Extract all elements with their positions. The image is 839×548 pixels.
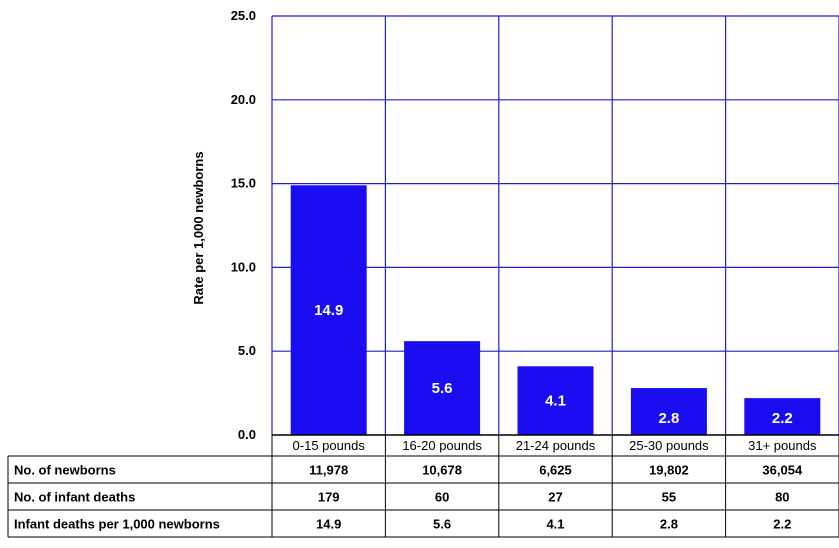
table-cell: 179 [318,490,340,505]
table-row-label: No. of infant deaths [14,490,135,505]
table-cell: 55 [662,490,676,505]
x-tick-label: 25-30 pounds [629,438,709,453]
x-tick-label: 0-15 pounds [293,438,366,453]
x-tick-label: 16-20 pounds [402,438,482,453]
table-cell: 2.8 [660,517,678,532]
bar [290,185,367,435]
table-cell: 60 [435,490,449,505]
bar [744,398,821,435]
table-row-label: Infant deaths per 1,000 newborns [14,517,220,532]
y-tick-label: 0.0 [238,427,256,442]
bar-data-label: 2.8 [658,410,679,427]
table-row-label: No. of newborns [14,463,116,478]
y-axis-label: Rate per 1,000 newborns [191,151,206,304]
table-cell: 11,978 [309,463,348,478]
bar [404,341,481,435]
table-cell: 4.1 [546,517,564,532]
table-cell: 27 [548,490,562,505]
x-tick-label: 21-24 pounds [516,438,596,453]
table-cell: 10,678 [422,463,462,478]
table-cell: 36,054 [762,463,803,478]
bar-data-label: 4.1 [545,393,566,410]
x-tick-label: 31+ pounds [748,438,817,453]
table-cell: 14.9 [316,517,341,532]
y-tick-label: 20.0 [231,92,256,107]
table-cell: 19,802 [649,463,689,478]
table-cell: 2.2 [773,517,791,532]
y-tick-label: 15.0 [231,176,256,191]
bars: 14.9 5.6 4.1 2.8 2.2 [290,185,821,435]
bar-data-label: 5.6 [432,380,453,397]
table-cell: 5.6 [433,517,451,532]
bar-data-label: 2.2 [772,410,793,427]
table-cell: 6,625 [539,463,572,478]
table-cell: 80 [775,490,789,505]
y-tick-label: 25.0 [231,8,256,23]
bar [517,366,594,435]
data-table: 0-15 pounds 16-20 pounds 21-24 pounds 25-30… [7,434,839,538]
bar [630,388,707,435]
y-tick-label: 10.0 [231,259,256,274]
y-axis: 0.0 5.0 10.0 15.0 20.0 25.0 [231,8,256,442]
y-tick-label: 5.0 [238,343,256,358]
bar-data-label: 14.9 [314,302,343,319]
